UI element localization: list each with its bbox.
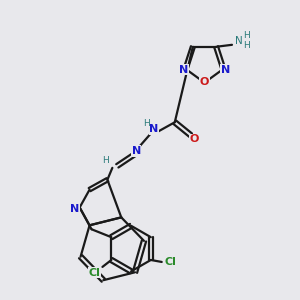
Text: H: H [143,119,149,128]
Text: Cl: Cl [88,268,101,278]
Text: N: N [149,124,159,134]
Text: N: N [235,36,243,46]
Text: H: H [244,32,250,40]
Text: N: N [221,65,230,75]
Text: H: H [244,41,250,50]
Text: N: N [179,65,188,75]
Text: N: N [131,146,141,156]
Text: Cl: Cl [165,257,177,267]
Text: O: O [200,76,209,87]
Text: O: O [190,134,199,144]
Text: H: H [102,156,109,165]
Text: N: N [70,204,79,214]
